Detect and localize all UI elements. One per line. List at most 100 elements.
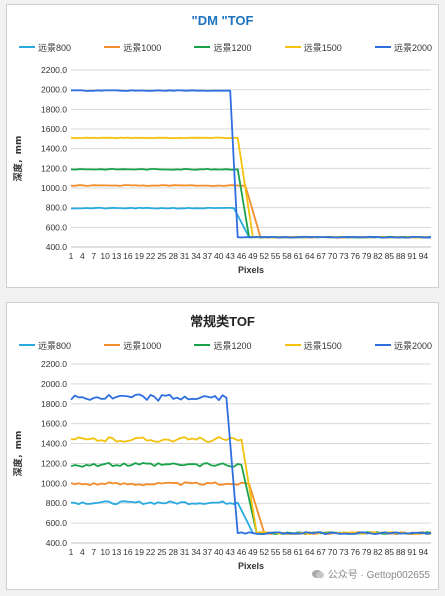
x-tick-label: 4: [80, 547, 85, 557]
y-tick-label: 1600.0: [41, 419, 67, 429]
x-tick-label: 19: [134, 547, 144, 557]
x-tick-label: 64: [305, 251, 315, 261]
x-tick-label: 43: [225, 251, 235, 261]
x-axis-label: Pixels: [238, 561, 264, 571]
x-tick-label: 55: [271, 547, 281, 557]
x-tick-label: 58: [282, 251, 292, 261]
y-tick-label: 800.0: [46, 498, 68, 508]
x-tick-label: 55: [271, 251, 281, 261]
legend-swatch: [284, 343, 301, 347]
x-tick-label: 46: [237, 547, 247, 557]
legend-label: 远景1200: [213, 340, 252, 351]
legend-item: 远景1500: [284, 338, 342, 352]
legend-swatch: [284, 45, 301, 49]
legend-label: 远景800: [38, 42, 72, 53]
x-tick-label: 31: [180, 251, 190, 261]
legend-item: 远景1000: [104, 338, 161, 352]
x-tick-label: 7: [91, 547, 96, 557]
x-tick-label: 25: [157, 251, 167, 261]
x-tick-label: 94: [419, 251, 429, 261]
x-tick-label: 13: [112, 547, 122, 557]
series-line: [70, 393, 432, 536]
legend-swatch: [104, 45, 121, 49]
x-tick-label: 76: [350, 251, 360, 261]
legend-item: 远景1200: [194, 338, 252, 352]
legend-label: 远景1500: [303, 42, 342, 53]
legend-label: 远景1500: [303, 340, 342, 351]
x-tick-label: 34: [191, 251, 201, 261]
y-tick-label: 1800.0: [41, 104, 67, 114]
legend-label: 远景1000: [123, 340, 162, 351]
x-tick-label: 7: [91, 251, 96, 261]
x-tick-label: 22: [146, 547, 156, 557]
x-tick-label: 73: [339, 251, 349, 261]
chart-panel-1: "DM "TOF 远景800 远景1000 远景1200 远景1500 远景2000 4…: [6, 4, 439, 288]
legend-label: 远景1000: [123, 42, 162, 53]
series-line: [70, 436, 432, 536]
series-line: [70, 89, 432, 239]
legend-item: 远景800: [19, 338, 71, 352]
x-tick-label: 91: [407, 251, 417, 261]
watermark-text: 公众号 · Gettop002655: [327, 570, 430, 581]
legend-label: 远景1200: [213, 42, 252, 53]
x-tick-label: 64: [305, 547, 315, 557]
chart-title: "DM "TOF: [191, 13, 254, 28]
legend-swatch: [104, 343, 121, 347]
y-tick-label: 2200.0: [41, 65, 67, 75]
x-tick-label: 67: [316, 251, 326, 261]
y-tick-label: 1800.0: [41, 399, 67, 409]
chart-panel-2: 常规类TOF 远景800 远景1000 远景1200 远景1500 远景2000 400…: [6, 302, 439, 590]
x-tick-label: 43: [225, 547, 235, 557]
y-tick-label: 2000.0: [41, 85, 67, 95]
y-tick-label: 1000.0: [41, 183, 67, 193]
x-tick-label: 79: [362, 547, 372, 557]
x-tick-label: 10: [100, 251, 110, 261]
legend-swatch: [374, 343, 391, 347]
x-tick-label: 85: [385, 251, 395, 261]
x-tick-label: 4: [80, 251, 85, 261]
legend-item: 远景1500: [284, 40, 342, 54]
legend-swatch: [194, 343, 211, 347]
x-tick-label: 10: [100, 547, 110, 557]
y-tick-label: 1200.0: [41, 458, 67, 468]
chart-title: 常规类TOF: [190, 314, 255, 329]
x-tick-label: 82: [373, 547, 383, 557]
x-tick-label: 37: [203, 251, 213, 261]
x-tick-label: 91: [407, 547, 417, 557]
chart-legend: 远景800 远景1000 远景1200 远景1500 远景2000: [19, 40, 432, 54]
legend-swatch: [374, 45, 391, 49]
legend-swatch: [19, 45, 35, 49]
x-axis-label: Pixels: [238, 265, 264, 275]
x-tick-label: 25: [157, 547, 167, 557]
x-tick-label: 88: [396, 251, 406, 261]
x-tick-label: 22: [146, 251, 156, 261]
x-tick-label: 52: [260, 547, 270, 557]
x-tick-label: 76: [350, 547, 360, 557]
y-tick-label: 600.0: [46, 222, 68, 232]
x-tick-label: 16: [123, 251, 133, 261]
x-tick-label: 70: [328, 547, 338, 557]
legend-swatch: [19, 343, 35, 347]
x-tick-label: 61: [294, 251, 304, 261]
y-tick-label: 1000.0: [41, 478, 67, 488]
x-tick-label: 19: [134, 251, 144, 261]
x-tick-label: 49: [248, 547, 258, 557]
legend-item: 远景1200: [194, 40, 252, 54]
x-tick-label: 79: [362, 251, 372, 261]
x-tick-label: 61: [294, 547, 304, 557]
legend-swatch: [194, 45, 211, 49]
legend-item: 远景800: [19, 40, 71, 54]
x-tick-label: 94: [419, 547, 429, 557]
y-tick-label: 400.0: [46, 538, 68, 548]
legend-item: 远景1000: [104, 40, 161, 54]
x-tick-label: 40: [214, 251, 224, 261]
y-tick-label: 400.0: [46, 242, 68, 252]
y-tick-label: 1400.0: [41, 439, 67, 449]
x-tick-label: 58: [282, 547, 292, 557]
legend-label: 远景800: [38, 340, 72, 351]
chart-legend: 远景800 远景1000 远景1200 远景1500 远景2000: [19, 338, 432, 352]
legend-label: 远景2000: [393, 340, 432, 351]
y-tick-label: 800.0: [46, 203, 68, 213]
x-tick-label: 70: [328, 251, 338, 261]
x-tick-label: 13: [112, 251, 122, 261]
